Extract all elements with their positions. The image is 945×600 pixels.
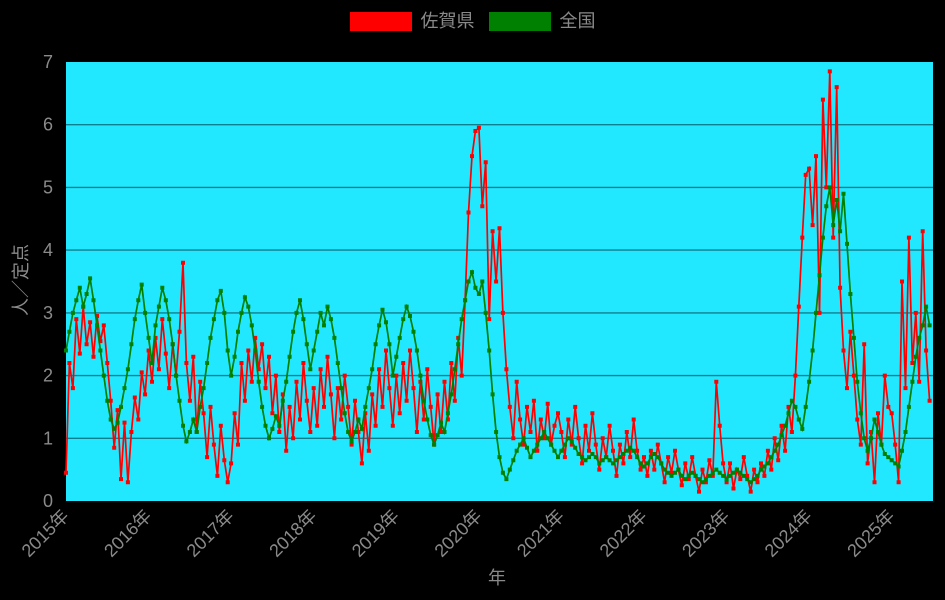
y-tick-label: 1 xyxy=(43,428,53,448)
legend-item-saga: 佐賀県 xyxy=(349,11,475,31)
x-tick-label: 2020年 xyxy=(431,506,486,561)
legend-item-national: 全国 xyxy=(488,11,596,31)
x-tick-label: 2019年 xyxy=(348,506,403,561)
plot-background xyxy=(66,62,933,501)
x-tick-label: 2023年 xyxy=(678,506,733,561)
series-markers-saga xyxy=(64,69,932,494)
y-tick-label: 6 xyxy=(43,115,53,135)
y-tick-label: 4 xyxy=(43,240,53,260)
x-tick-label: 2015年 xyxy=(18,506,73,561)
chart-legend: 佐賀県 全国 xyxy=(0,12,945,31)
y-axis-title: 人／定点 xyxy=(11,244,31,316)
x-tick-label: 2016年 xyxy=(100,506,155,561)
legend-label-national: 全国 xyxy=(559,11,596,31)
y-tick-label: 2 xyxy=(43,366,53,386)
legend-swatch-national xyxy=(488,12,551,31)
x-axis-title: 年 xyxy=(488,568,506,588)
series-line-saga xyxy=(65,71,931,492)
y-tick-label: 0 xyxy=(43,491,53,511)
legend-swatch-saga xyxy=(349,12,412,31)
y-tick-label: 7 xyxy=(43,52,53,72)
x-tick-label: 2024年 xyxy=(761,506,816,561)
legend-label-saga: 佐賀県 xyxy=(420,11,475,31)
x-tick-label: 2017年 xyxy=(183,506,238,561)
y-tick-label: 5 xyxy=(43,177,53,197)
x-tick-label: 2022年 xyxy=(596,506,651,561)
x-tick-label: 2025年 xyxy=(843,506,898,561)
x-tick-label: 2021年 xyxy=(513,506,568,561)
series-line-national xyxy=(65,187,931,484)
x-tick-label: 2018年 xyxy=(265,506,320,561)
y-tick-label: 3 xyxy=(43,303,53,323)
